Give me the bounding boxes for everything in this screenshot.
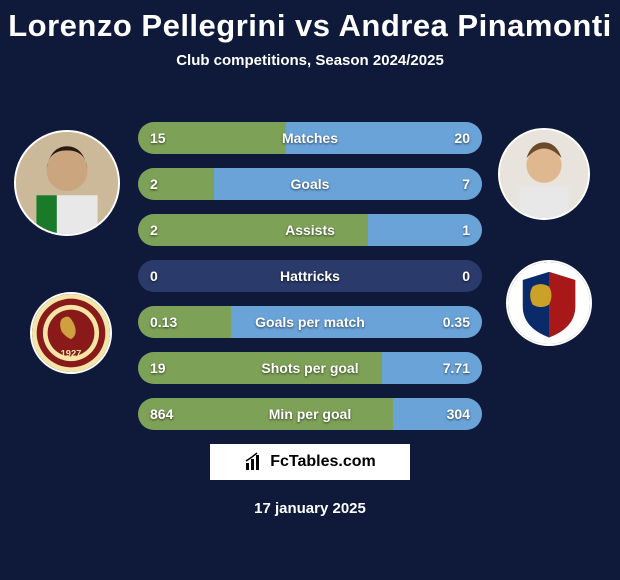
stat-row: 21Assists bbox=[138, 214, 482, 246]
right-club-badge bbox=[506, 260, 592, 346]
shield-icon: 1927 bbox=[32, 294, 110, 372]
person-icon bbox=[16, 132, 118, 234]
stat-row: 00Hattricks bbox=[138, 260, 482, 292]
page-subtitle: Club competitions, Season 2024/2025 bbox=[0, 52, 620, 69]
stat-label: Assists bbox=[138, 214, 482, 246]
stat-label: Matches bbox=[138, 122, 482, 154]
stat-row: 0.130.35Goals per match bbox=[138, 306, 482, 338]
shield-icon bbox=[508, 262, 590, 344]
footer-brand: FcTables.com bbox=[210, 444, 410, 480]
stat-label: Goals per match bbox=[138, 306, 482, 338]
chart-icon bbox=[244, 452, 264, 472]
stat-label: Min per goal bbox=[138, 398, 482, 430]
footer-date: 17 january 2025 bbox=[0, 500, 620, 517]
stat-row: 864304Min per goal bbox=[138, 398, 482, 430]
stat-row: 197.71Shots per goal bbox=[138, 352, 482, 384]
stat-label: Hattricks bbox=[138, 260, 482, 292]
footer-brand-text: FcTables.com bbox=[270, 453, 376, 471]
stat-label: Shots per goal bbox=[138, 352, 482, 384]
right-player-avatar bbox=[498, 128, 590, 220]
left-player-avatar bbox=[14, 130, 120, 236]
stats-container: 1520Matches 27Goals 21Assists 00Hattricks 0.… bbox=[138, 122, 482, 444]
left-club-badge: 1927 bbox=[30, 292, 112, 374]
svg-text:1927: 1927 bbox=[61, 348, 82, 358]
stat-row: 1520Matches bbox=[138, 122, 482, 154]
person-icon bbox=[500, 130, 588, 218]
stat-label: Goals bbox=[138, 168, 482, 200]
stat-row: 27Goals bbox=[138, 168, 482, 200]
page-title: Lorenzo Pellegrini vs Andrea Pinamonti bbox=[0, 0, 620, 44]
